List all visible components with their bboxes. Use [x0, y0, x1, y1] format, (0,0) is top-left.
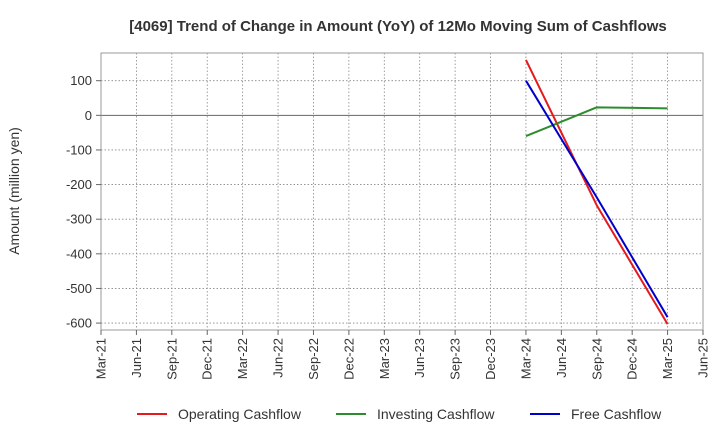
y-axis-ticks: 100 0 -100 -200 -300 -400 -500 -600: [66, 73, 101, 331]
plot-frame: [100, 52, 704, 331]
x-tick-label: Dec-21: [200, 338, 215, 380]
series-line: [525, 80, 669, 318]
x-tick-label: Mar-25: [660, 338, 675, 379]
x-tick-label: Sep-22: [306, 338, 321, 380]
x-tick-label: Mar-21: [94, 338, 109, 379]
y-axis-label: Amount (million yen): [6, 127, 22, 255]
x-tick-label: Jun-25: [696, 338, 711, 378]
x-tick-label: Dec-23: [483, 338, 498, 380]
series-lines: [525, 59, 669, 325]
legend: Operating Cashflow Investing Cashflow Free…: [137, 406, 662, 422]
x-tick-label: Jun-24: [554, 338, 569, 378]
legend-label: Investing Cashflow: [377, 406, 495, 422]
x-tick-label: Mar-23: [377, 338, 392, 379]
legend-label: Operating Cashflow: [178, 406, 302, 422]
x-tick-label: Mar-22: [235, 338, 250, 379]
y-tick-label: 0: [85, 108, 92, 123]
y-tick-label: 100: [70, 73, 92, 88]
x-tick-label: Dec-24: [625, 338, 640, 380]
x-tick-label: Sep-23: [448, 338, 463, 380]
x-axis-ticks: Mar-21 Jun-21 Sep-21 Dec-21 Mar-22 Jun-22 Sep-…: [94, 330, 711, 380]
series-line: [525, 59, 669, 325]
y-tick-label: -100: [66, 142, 92, 157]
series-line: [525, 106, 668, 138]
y-tick-label: -600: [66, 316, 92, 331]
y-tick-label: -400: [66, 246, 92, 261]
x-tick-label: Dec-22: [341, 338, 356, 380]
y-tick-label: -200: [66, 177, 92, 192]
legend-label: Free Cashflow: [571, 406, 662, 422]
chart-title: [4069] Trend of Change in Amount (YoY) o…: [129, 18, 667, 35]
x-tick-label: Sep-24: [589, 338, 604, 380]
x-tick-label: Jun-22: [271, 338, 286, 378]
y-tick-label: -500: [66, 281, 92, 296]
grid-lines: [101, 53, 703, 330]
x-tick-label: Jun-21: [129, 338, 144, 378]
x-tick-label: Mar-24: [518, 338, 533, 379]
x-tick-label: Jun-23: [412, 338, 427, 378]
x-tick-label: Sep-21: [164, 338, 179, 380]
y-tick-label: -300: [66, 212, 92, 227]
